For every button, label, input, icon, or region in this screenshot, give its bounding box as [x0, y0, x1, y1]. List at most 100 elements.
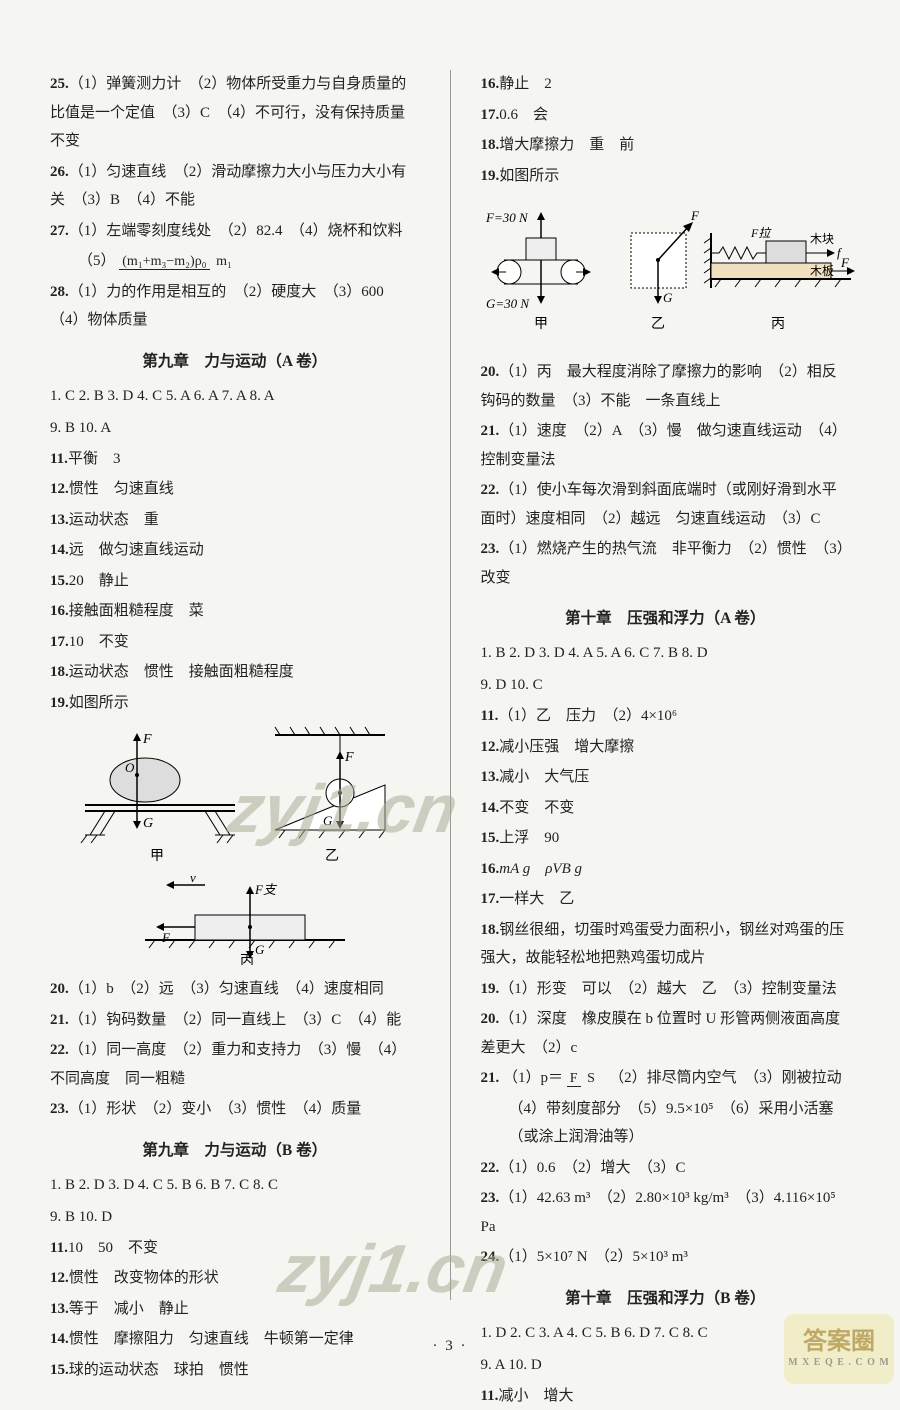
answer-21c-cont: （4）带刻度部分 （5）9.5×10⁵ （6）采用小活塞（或涂上润滑油等）: [481, 1095, 851, 1152]
answer-11a: 11.平衡 3: [50, 445, 420, 474]
qtext: （1）匀速直线 （2）滑动摩擦力大小与压力大小有关 （3）B （4）不能: [50, 164, 406, 209]
answer-25: 25.（1）弹簧测力计 （2）物体所受重力与自身质量的比值是一个定值 （3）C …: [50, 70, 420, 156]
answer-27-frac: （5） (m₁+m₃−m₂)ρ₀ m₁: [50, 247, 420, 276]
diagram-forces-9b: F=30 N G=30 N 甲 F G 乙: [481, 198, 861, 348]
answer-20b: 20.（1）丙 最大程度消除了摩擦力的影响 （2）相反 钩码的数量 （3）不能 …: [481, 358, 851, 415]
answer-15c: 15.上浮 90: [481, 824, 851, 853]
diagram-forces-9a: O F G 甲 F G 乙: [65, 725, 405, 965]
heading-ch9a: 第九章 力与运动（A 卷）: [50, 349, 420, 371]
svg-text:乙: 乙: [651, 316, 665, 332]
qnum: 26.: [50, 164, 69, 180]
answer-18b: 18.增大摩擦力 重 前: [481, 131, 851, 160]
qnum: 27.: [50, 223, 69, 239]
svg-text:F: F: [161, 930, 171, 945]
svg-text:丙: 丙: [240, 954, 254, 965]
mc-row: 9. B 10. D: [50, 1202, 420, 1232]
svg-text:G: G: [323, 813, 333, 828]
answer-23a: 23.（1）形状 （2）变小 （3）惯性 （4）质量: [50, 1095, 420, 1124]
heading-ch10b: 第十章 压强和浮力（B 卷）: [481, 1286, 851, 1308]
answer-11d: 11.减小 增大: [481, 1382, 851, 1410]
svg-text:F: F: [690, 208, 700, 223]
qtext: （1）左端零刻度线处 （2）82.4 （4）烧杯和饮料: [69, 223, 403, 239]
svg-text:甲: 甲: [534, 317, 548, 332]
svg-text:丙: 丙: [771, 317, 785, 332]
qnum: 28.: [50, 284, 69, 300]
svg-text:木板: 木板: [810, 264, 834, 278]
column-divider: [450, 70, 451, 1300]
svg-text:G=30 N: G=30 N: [486, 296, 530, 311]
svg-text:v: v: [190, 870, 196, 885]
qtext: （1）弹簧测力计 （2）物体所受重力与自身质量的比值是一个定值 （3）C （4）…: [50, 76, 406, 149]
left-column: 25.（1）弹簧测力计 （2）物体所受重力与自身质量的比值是一个定值 （3）C …: [50, 70, 420, 1300]
answer-21c: 21. （1）p＝ F S （2）排尽筒内空气 （3）刚被拉动: [481, 1064, 851, 1093]
answer-22c: 22.（1）0.6 （2）增大 （3）C: [481, 1154, 851, 1183]
answer-19a: 19.如图所示: [50, 689, 420, 718]
svg-text:F拉: F拉: [750, 226, 772, 240]
corner-subtext: M X E Q E . C O M: [788, 1358, 890, 1368]
qtext: （1）力的作用是相互的 （2）硬度大 （3）600 （4）物体质量: [50, 284, 399, 329]
corner-text: 答案圈: [803, 1330, 875, 1354]
right-column: 16.静止 2 17.0.6 会 18.增大摩擦力 重 前 19.如图所示 F=…: [481, 70, 851, 1300]
heading-ch10a: 第十章 压强和浮力（A 卷）: [481, 606, 851, 628]
svg-text:木块: 木块: [810, 232, 834, 246]
svg-text:O: O: [125, 760, 135, 775]
svg-text:G: G: [255, 942, 265, 957]
answer-27: 27.（1）左端零刻度线处 （2）82.4 （4）烧杯和饮料: [50, 217, 420, 246]
answer-13b: 13.等于 减小 静止: [50, 1295, 420, 1324]
page-number: · 3 ·: [0, 1338, 900, 1355]
mc-row: 1. B 2. D 3. D 4. C 5. B 6. B 7. C 8. C: [50, 1170, 420, 1200]
frac-prefix: （5）: [78, 253, 116, 269]
svg-text:G: G: [663, 290, 673, 305]
answer-21a: 21.（1）钩码数量 （2）同一直线上 （3）C （4）能: [50, 1006, 420, 1035]
answer-19c: 19.（1）形变 可以 （2）越大 乙 （3）控制变量法: [481, 975, 851, 1004]
answer-15b: 15.球的运动状态 球拍 惯性: [50, 1356, 420, 1385]
svg-text:F支: F支: [254, 882, 278, 897]
svg-text:F: F: [840, 255, 850, 270]
answer-23c: 23.（1）42.63 m³ （2）2.80×10³ kg/m³ （3）4.11…: [481, 1184, 851, 1241]
answer-12b: 12.惯性 改变物体的形状: [50, 1264, 420, 1293]
answer-17b: 17.0.6 会: [481, 101, 851, 130]
answer-14c: 14.不变 不变: [481, 794, 851, 823]
corner-badge: 答案圈 M X E Q E . C O M: [784, 1314, 894, 1384]
answer-16a: 16.接触面粗糙程度 菜: [50, 597, 420, 626]
svg-text:乙: 乙: [325, 848, 339, 864]
answer-22a: 22.（1）同一高度 （2）重力和支持力 （3）慢 （4）不同高度 同一粗糙: [50, 1036, 420, 1093]
answer-26: 26.（1）匀速直线 （2）滑动摩擦力大小与压力大小有关 （3）B （4）不能: [50, 158, 420, 215]
answer-20c: 20.（1）深度 橡皮膜在 b 位置时 U 形管两侧液面高度差更大 （2）c: [481, 1005, 851, 1062]
answer-18c: 18.钢丝很细，切蛋时鸡蛋受力面积小，钢丝对鸡蛋的压强大，故能轻松地把熟鸡蛋切成…: [481, 916, 851, 973]
answer-11b: 11.10 50 不变: [50, 1234, 420, 1263]
answer-12c: 12.减小压强 增大摩擦: [481, 733, 851, 762]
answer-17a: 17.10 不变: [50, 628, 420, 657]
frac-den: m₁: [213, 254, 235, 269]
two-column-page: 25.（1）弹簧测力计 （2）物体所受重力与自身质量的比值是一个定值 （3）C …: [50, 70, 850, 1300]
mc-row: 9. B 10. A: [50, 413, 420, 443]
qnum: 25.: [50, 76, 69, 92]
answer-13a: 13.运动状态 重: [50, 506, 420, 535]
answer-20a: 20.（1）b （2）远 （3）匀速直线 （4）速度相同: [50, 975, 420, 1004]
mc-row: 9. D 10. C: [481, 670, 851, 700]
answer-14a: 14.远 做匀速直线运动: [50, 536, 420, 565]
svg-text:F: F: [344, 750, 354, 765]
mc-row: 1. B 2. D 3. D 4. A 5. A 6. C 7. B 8. D: [481, 638, 851, 668]
fraction: F S: [567, 1071, 598, 1086]
frac-num: (m₁+m₃−m₂)ρ₀: [119, 254, 209, 270]
answer-13c: 13.减小 大气压: [481, 763, 851, 792]
answer-16b: 16.静止 2: [481, 70, 851, 99]
answer-19b: 19.如图所示: [481, 162, 851, 191]
answer-11c: 11.（1）乙 压力 （2）4×10⁶: [481, 702, 851, 731]
answer-18a: 18.运动状态 惯性 接触面粗糙程度: [50, 658, 420, 687]
answer-28: 28.（1）力的作用是相互的 （2）硬度大 （3）600 （4）物体质量: [50, 278, 420, 335]
answer-22b: 22.（1）使小车每次滑到斜面底端时（或刚好滑到水平面时）速度相同 （2）越远 …: [481, 476, 851, 533]
heading-ch9b: 第九章 力与运动（B 卷）: [50, 1138, 420, 1160]
fraction: (m₁+m₃−m₂)ρ₀ m₁: [119, 254, 235, 269]
answer-12a: 12.惯性 匀速直线: [50, 475, 420, 504]
answer-15a: 15.20 静止: [50, 567, 420, 596]
answer-23b: 23.（1）燃烧产生的热气流 非平衡力 （2）惯性 （3）改变: [481, 535, 851, 592]
svg-text:F=30 N: F=30 N: [485, 210, 529, 225]
answer-16c: 16.mA g ρVB g: [481, 855, 851, 884]
mc-row: 1. C 2. B 3. D 4. C 5. A 6. A 7. A 8. A: [50, 381, 420, 411]
answer-21b: 21.（1）速度 （2）A （3）慢 做匀速直线运动 （4）控制变量法: [481, 417, 851, 474]
answer-17c: 17.一样大 乙: [481, 885, 851, 914]
svg-text:甲: 甲: [150, 849, 164, 864]
answer-24c: 24.（1）5×10⁷ N （2）5×10³ m³: [481, 1243, 851, 1272]
